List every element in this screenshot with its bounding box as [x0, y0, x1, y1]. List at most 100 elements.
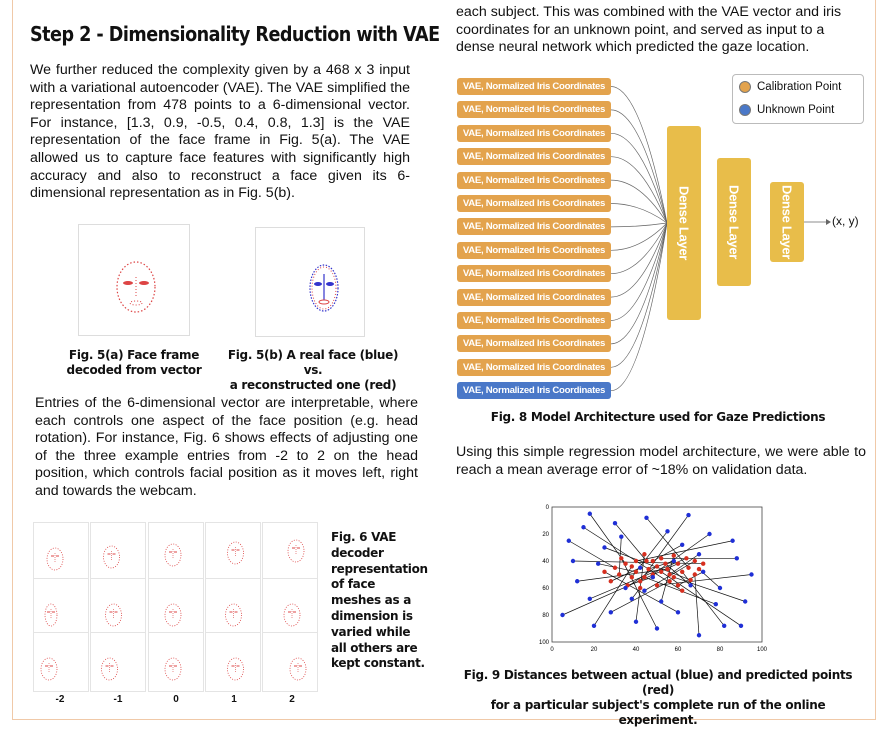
distance-line: [652, 533, 710, 575]
distance-line: [620, 558, 658, 629]
predicted-point: [654, 583, 660, 588]
face-real-vs-reconstructed: [309, 264, 339, 312]
vae-input-unknown: VAE, Normalized Iris Coordinates: [457, 382, 611, 400]
predicted-point: [638, 585, 643, 591]
x-tick-label: 80: [717, 647, 724, 653]
dense-layer-3: Dense Layer: [770, 182, 804, 262]
input-connection-line: [610, 156, 668, 224]
actual-point: [602, 545, 607, 550]
predicted-point: [642, 575, 647, 580]
input-connection-line: [610, 222, 668, 368]
distance-line: [652, 544, 683, 562]
distance-line: [577, 568, 668, 582]
predicted-point: [633, 558, 639, 564]
input-connection-line: [610, 132, 668, 224]
face-frame-red: [116, 261, 156, 313]
predicted-point: [659, 556, 664, 561]
predicted-point: [663, 561, 668, 566]
actual-point: [566, 538, 571, 543]
predicted-point: [629, 575, 634, 580]
distance-line: [631, 587, 641, 600]
fig6-face-cell: [262, 632, 318, 692]
predicted-point: [684, 556, 689, 561]
predicted-point: [675, 561, 681, 566]
predicted-point: [642, 552, 647, 557]
fig6-face-cell: [90, 632, 146, 692]
predicted-point: [612, 565, 618, 570]
vae-input-calibration: VAE, Normalized Iris Coordinates: [457, 218, 611, 236]
predicted-point: [602, 569, 607, 574]
face-mesh-icon: [283, 603, 301, 627]
fig5a-caption: Fig. 5(a) Face frame decoded from vector: [66, 348, 202, 378]
vae-input-calibration: VAE, Normalized Iris Coordinates: [457, 171, 611, 189]
distance-line: [631, 531, 668, 578]
face-mesh-icon: [101, 657, 118, 681]
vae-input-calibration: VAE, Normalized Iris Coordinates: [457, 288, 611, 306]
actual-point: [638, 565, 643, 570]
vae-input-calibration: VAE, Normalized Iris Coordinates: [457, 312, 611, 329]
predicted-point: [686, 565, 691, 570]
vae-input-calibration: VAE, Normalized Iris Coordinates: [457, 148, 611, 166]
actual-point: [743, 599, 748, 604]
fig5b-caption-line1: Fig. 5(b) A real face (blue) vs.: [227, 348, 399, 377]
actual-point: [619, 534, 624, 539]
y-tick-label: 80: [542, 613, 549, 619]
actual-point: [608, 610, 613, 615]
actual-point: [587, 596, 592, 601]
actual-point: [654, 626, 660, 631]
face-mesh-icon: [287, 539, 305, 563]
face-mesh-icon: [227, 657, 244, 681]
predicted-point: [688, 577, 693, 583]
distance-line: [583, 526, 683, 591]
output-arrow-icon: [826, 219, 831, 225]
y-tick-label: 60: [542, 586, 549, 592]
distance-line: [562, 563, 679, 616]
face-mesh-icon: [227, 541, 244, 565]
predicted-point: [633, 569, 639, 574]
predicted-point: [623, 561, 628, 566]
distance-line: [669, 553, 700, 575]
calibration-dot-icon: [739, 81, 751, 93]
predicted-point: [665, 566, 670, 572]
actual-point: [612, 521, 618, 526]
y-tick-label: 100: [539, 640, 550, 646]
distance-line: [614, 522, 647, 562]
face-mesh-icon: [164, 543, 182, 567]
predicted-point: [680, 588, 685, 593]
distance-line: [568, 540, 616, 569]
distance-line: [589, 557, 687, 600]
legend: Calibration Point Unknown Point: [732, 74, 864, 124]
actual-point: [633, 619, 639, 624]
actual-point: [659, 599, 664, 604]
fig5a-caption-line1: Fig. 5(a) Face frame: [68, 348, 200, 362]
actual-point: [717, 585, 723, 591]
fig6-face-cell: [262, 578, 318, 638]
predicted-point: [667, 579, 672, 584]
legend-unknown: Unknown Point: [757, 104, 835, 116]
predicted-point: [619, 556, 624, 561]
fig6-face-cell: [205, 632, 261, 692]
face-mesh-icon: [105, 603, 122, 627]
y-tick-label: 40: [542, 559, 549, 565]
input-connection-line: [610, 222, 668, 392]
actual-point: [686, 512, 691, 518]
predicted-point: [680, 569, 685, 574]
vae-input-calibration: VAE, Normalized Iris Coordinates: [457, 241, 611, 259]
unknown-dot-icon: [739, 104, 751, 116]
vae-input-calibration: VAE, Normalized Iris Coordinates: [457, 195, 611, 212]
input-connection-line: [610, 222, 668, 275]
face-mesh-icon: [103, 545, 120, 569]
fig5b-caption: Fig. 5(b) A real face (blue) vs. a recon…: [218, 348, 408, 393]
distance-line: [635, 540, 733, 562]
face-mesh-icon: [40, 657, 58, 681]
distance-line: [610, 580, 670, 613]
face-mesh-icon: [44, 603, 58, 627]
actual-point: [671, 558, 676, 564]
actual-point: [675, 610, 681, 615]
input-connection-line: [610, 86, 668, 224]
actual-point: [629, 596, 634, 601]
actual-point: [575, 579, 580, 584]
predicted-point: [638, 579, 643, 584]
actual-point: [591, 623, 597, 628]
face-mesh-icon: [164, 603, 182, 627]
